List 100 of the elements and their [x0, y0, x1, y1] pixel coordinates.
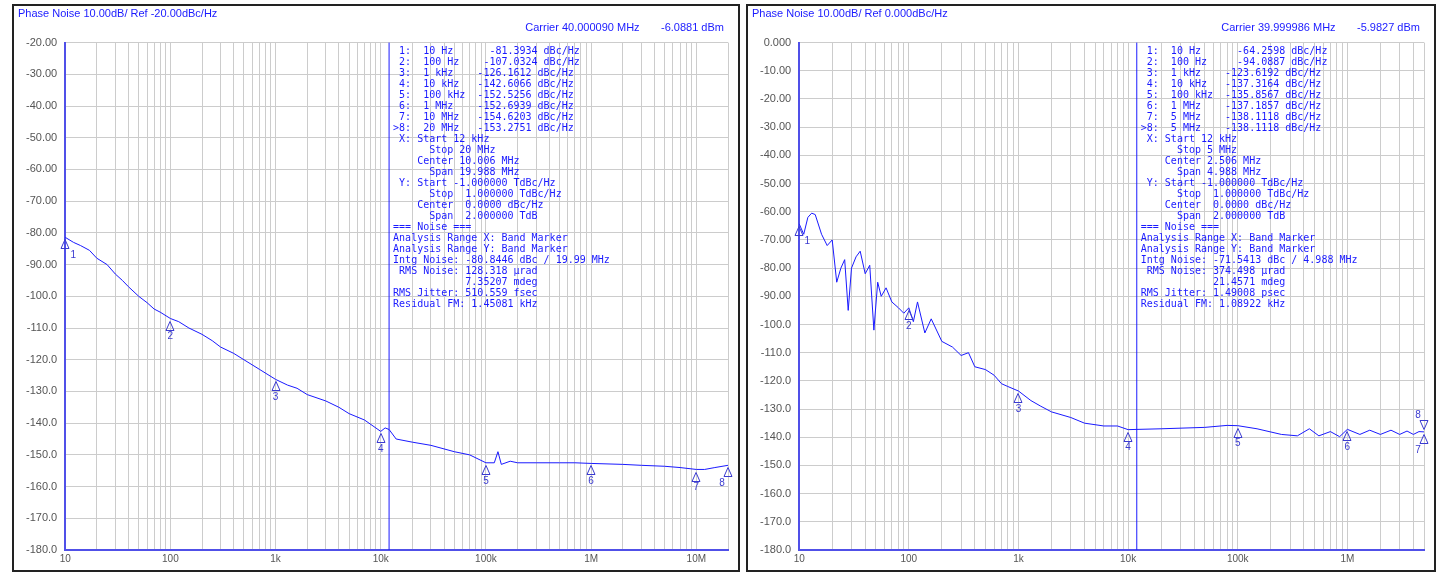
annotation: Stop 1.000000 TdBc/Hz: [429, 187, 562, 199]
annotation: 7: [693, 481, 700, 493]
y-tick-label: -140.0: [759, 430, 792, 443]
annotation: Analysis Range X: Band Marker: [1140, 231, 1316, 243]
annotation: RMS Noise: 128.318 µrad: [399, 264, 538, 276]
y-tick-label: -100.0: [759, 317, 792, 330]
annotation: === Noise ===: [393, 220, 472, 232]
y-tick-label: 0.000: [763, 35, 792, 48]
annotation: 4: [1125, 441, 1132, 453]
x-tick-label: 100k: [475, 552, 498, 564]
annotation: 2: [167, 330, 174, 342]
annotation: Residual FM: 1.08922 kHz: [1140, 297, 1286, 309]
y-tick-label: -40.00: [25, 99, 58, 112]
annotation: 8: [1415, 408, 1422, 420]
annotation: 1: [804, 235, 811, 247]
y-tick-label: -60.00: [759, 204, 792, 217]
annotation: 3: 1 kHz -126.1612 dBc/Hz: [399, 66, 574, 78]
y-tick-label: -50.00: [759, 176, 792, 189]
y-tick-label: -120.0: [25, 352, 58, 365]
annotation: 6: 1 MHz -152.6939 dBc/Hz: [399, 99, 574, 111]
y-tick-label: -140.0: [25, 416, 58, 429]
x-tick-label: 10: [59, 552, 72, 564]
y-tick-label: -10.00: [759, 63, 792, 76]
annotation: 7: 10 MHz -154.6203 dBc/Hz: [399, 110, 574, 122]
y-tick-label: -30.00: [25, 67, 58, 80]
annotation: Center 0.0000 dBc/Hz: [1164, 198, 1292, 210]
annotation: >8: 20 MHz -153.2751 dBc/Hz: [393, 121, 574, 133]
annotation: 8: [719, 477, 726, 488]
annotation: Center 2.506 MHz: [1164, 154, 1262, 166]
y-tick-label: -110.0: [26, 321, 58, 334]
annotation: 6: 1 MHz -137.1857 dBc/Hz: [1146, 99, 1322, 111]
y-tick-label: -100.0: [25, 289, 58, 302]
annotation: X: Start 12 kHz: [399, 132, 490, 144]
annotation: RMS Noise: 374.498 µrad: [1146, 264, 1286, 276]
annotation: RMS Jitter: 510.559 fsec: [393, 286, 538, 298]
y-tick-label: -130.0: [759, 402, 792, 415]
annotation: 2: 100 Hz -107.0324 dBc/Hz: [399, 55, 580, 67]
annotation: 2: [906, 319, 913, 331]
annotation: 7: 5 MHz -138.1118 dBc/Hz: [1146, 110, 1322, 122]
text: Carrier 39.999986 MHz -5.9827 dBm: [1221, 21, 1420, 33]
annotation: >8: 5 MHz -138.1118 dBc/Hz: [1140, 121, 1322, 133]
y-tick-label: -150.0: [25, 447, 58, 460]
y-tick-label: -180.0: [25, 543, 58, 556]
y-tick-label: -150.0: [759, 458, 792, 471]
y-tick-label: -50.00: [25, 130, 58, 143]
annotation: 1: 10 Hz -64.2598 dBc/Hz: [1146, 44, 1328, 56]
y-tick-label: -70.00: [25, 194, 58, 207]
y-tick-label: -180.0: [759, 543, 792, 556]
annotation: 6: [588, 475, 595, 487]
annotation: Stop 5 MHz: [1176, 143, 1238, 155]
annotation: 3: 1 kHz -123.6192 dBc/Hz: [1146, 66, 1322, 78]
y-tick-label: -90.00: [759, 289, 792, 302]
y-tick-label: -80.00: [759, 261, 792, 274]
annotation: 3: [272, 391, 279, 403]
y-tick-label: -90.00: [25, 257, 58, 270]
annotation: Intg Noise: -80.8446 dBc / 19.99 MHz: [393, 253, 610, 265]
annotation: 5: [483, 474, 490, 486]
annotation: Span 19.988 MHz: [429, 165, 520, 177]
y-tick-label: -110.0: [760, 345, 792, 358]
annotation: Span 2.000000 TdB: [1176, 209, 1286, 221]
annotation: 5: [1234, 437, 1241, 449]
annotation: Analysis Range Y: Band Marker: [393, 242, 568, 254]
x-tick-label: 1M: [1340, 552, 1355, 564]
annotation: Y: Start -1.000000 TdBc/Hz: [399, 176, 556, 188]
annotation: 5: 100 kHz -135.8567 dBc/Hz: [1146, 88, 1322, 100]
y-tick-label: -170.0: [25, 511, 58, 524]
annotation: Y: Start -1.000000 TdBc/Hz: [1146, 176, 1304, 188]
annotation: Analysis Range X: Band Marker: [393, 231, 568, 243]
annotation: 21.4571 mdeg: [1213, 275, 1286, 287]
annotation: Analysis Range Y: Band Marker: [1140, 242, 1316, 254]
y-tick-label: -20.00: [759, 92, 792, 105]
annotation: 5: 100 kHz -152.5256 dBc/Hz: [399, 88, 574, 100]
annotation: 7.35207 mdeg: [465, 275, 538, 287]
annotation: 4: [377, 443, 384, 455]
annotation: Intg Noise: -71.5413 dBc / 4.988 MHz: [1140, 253, 1358, 265]
annotation: X: Start 12 kHz: [1146, 132, 1238, 144]
annotation: 2: 100 Hz -94.0887 dBc/Hz: [1146, 55, 1328, 67]
y-tick-label: -80.00: [25, 225, 58, 238]
annotation: RMS Jitter: 1.49008 psec: [1140, 286, 1286, 298]
annotation: 3: [1015, 402, 1022, 414]
annotation: 4: 10 kHz -142.6066 dBc/Hz: [399, 77, 574, 89]
annotation: Residual FM: 1.45081 kHz: [393, 297, 538, 309]
x-tick-label: 1k: [270, 552, 282, 564]
x-tick-label: 100: [162, 552, 180, 564]
x-tick-label: 1k: [1013, 552, 1025, 564]
chart-title: Phase Noise 10.00dB/ Ref 0.000dBc/Hz: [752, 7, 948, 19]
annotation: Center 0.0000 dBc/Hz: [417, 198, 544, 210]
y-tick-label: -40.00: [759, 148, 792, 161]
text: Carrier 40.000090 MHz -6.0881 dBm: [525, 21, 724, 33]
annotation: Span 4.988 MHz: [1176, 165, 1262, 177]
y-tick-label: -160.0: [25, 479, 58, 492]
annotation: 1: 10 Hz -81.3934 dBc/Hz: [399, 44, 580, 56]
annotation: Stop 1.000000 TdBc/Hz: [1176, 187, 1310, 199]
x-tick-label: 100: [900, 552, 918, 564]
y-tick-label: -120.0: [759, 373, 792, 386]
y-tick-label: -20.00: [25, 35, 58, 48]
x-tick-label: 10M: [686, 552, 707, 564]
annotation: 4: 10 kHz -137.3164 dBc/Hz: [1146, 77, 1322, 89]
x-tick-label: 10: [793, 552, 806, 564]
annotation: 1: [70, 249, 77, 261]
